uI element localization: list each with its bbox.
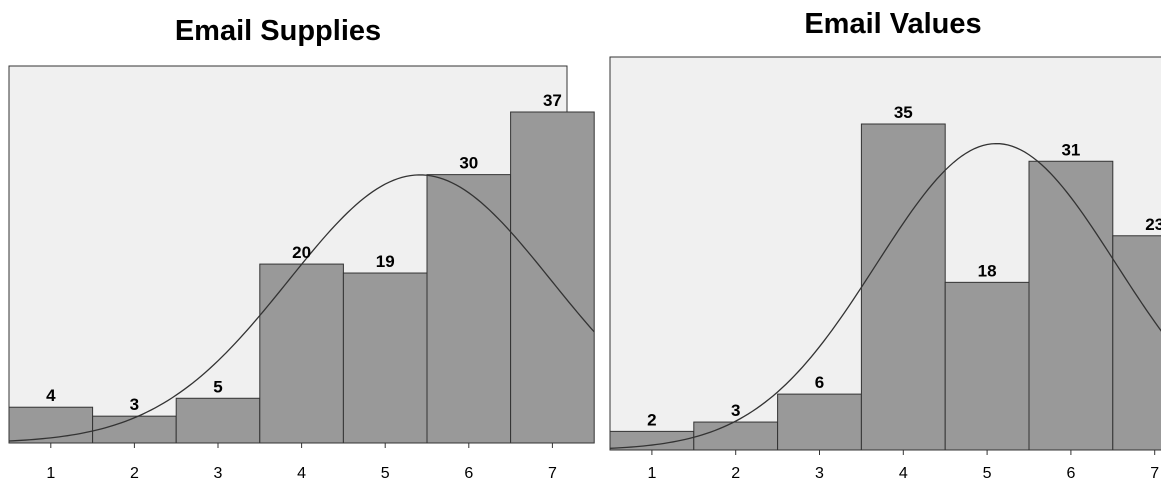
bar-3 xyxy=(777,393,862,451)
tick-label: 1 xyxy=(647,465,656,479)
bar-1 xyxy=(8,406,94,444)
normal-curve xyxy=(609,142,1161,449)
x-axis-ticks: 1 2 3 4 5 6 7 xyxy=(46,443,557,479)
data-label: 3 xyxy=(731,401,740,420)
tick-label: 4 xyxy=(899,465,908,479)
tick-label: 2 xyxy=(130,465,139,479)
tick-label: 2 xyxy=(731,465,740,479)
tick-label: 3 xyxy=(214,465,223,479)
normal-curve xyxy=(8,174,595,442)
bar-5 xyxy=(342,272,428,444)
data-label: 30 xyxy=(459,154,478,173)
tick-label: 6 xyxy=(464,465,473,479)
bar-4 xyxy=(860,123,946,451)
data-label: 2 xyxy=(647,410,656,429)
tick-label: 4 xyxy=(297,465,306,479)
tick-label: 7 xyxy=(548,465,557,479)
data-label: 3 xyxy=(130,395,139,414)
bars xyxy=(609,123,1161,451)
bar-5 xyxy=(944,281,1030,451)
chart-title: Email Values xyxy=(804,8,981,40)
bar-6 xyxy=(1028,160,1114,451)
bar-7 xyxy=(510,111,595,444)
tick-label: 5 xyxy=(381,465,390,479)
bar-4 xyxy=(259,263,344,444)
data-label: 37 xyxy=(543,91,562,110)
data-label: 18 xyxy=(978,261,997,280)
tick-label: 1 xyxy=(46,465,55,479)
tick-label: 6 xyxy=(1066,465,1075,479)
data-labels: 4 3 5 20 19 30 37 xyxy=(46,91,562,414)
bar-7 xyxy=(1112,235,1161,451)
bars xyxy=(8,111,595,444)
bar-6 xyxy=(426,174,512,444)
data-label: 35 xyxy=(894,103,913,122)
chart-email-supplies: Email Supplies 4 3 5 20 19 30 37 1 2 3 4 5 6 7 xyxy=(8,15,595,479)
x-axis-ticks: 1 2 3 4 5 6 7 xyxy=(647,450,1159,479)
data-label: 20 xyxy=(292,243,311,262)
data-label: 19 xyxy=(376,252,395,271)
chart-title: Email Supplies xyxy=(175,15,381,47)
tick-label: 5 xyxy=(983,465,992,479)
data-label: 23 xyxy=(1145,215,1161,234)
bar-3 xyxy=(175,397,261,444)
tick-label: 3 xyxy=(815,465,824,479)
tick-label: 7 xyxy=(1150,465,1159,479)
bar-2 xyxy=(693,421,779,451)
data-label: 6 xyxy=(815,373,824,392)
data-label: 31 xyxy=(1061,140,1080,159)
data-label: 4 xyxy=(46,386,56,405)
data-label: 5 xyxy=(213,377,222,396)
bar-2 xyxy=(92,415,177,444)
